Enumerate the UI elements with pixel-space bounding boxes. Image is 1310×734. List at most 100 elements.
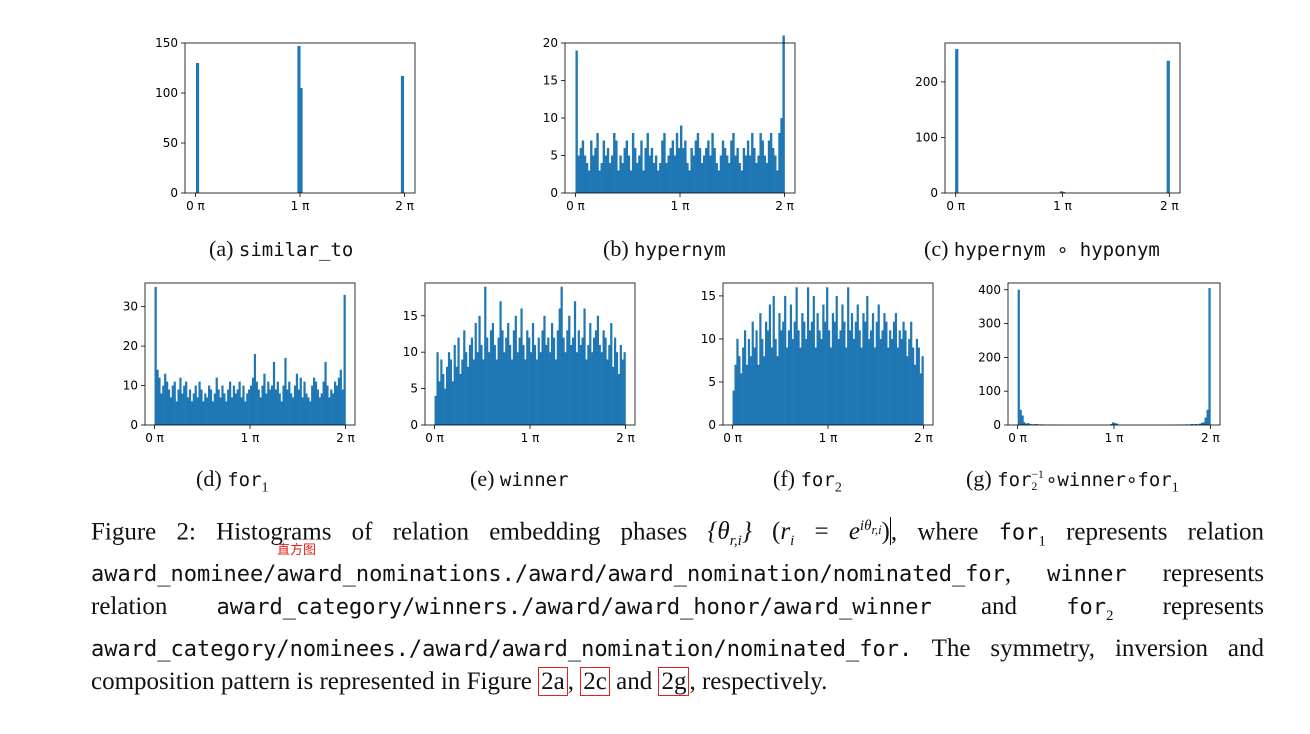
subcaption-d-prefix: (d) — [196, 466, 222, 491]
y-tick-label: 30 — [123, 300, 138, 314]
histogram-bar — [742, 148, 746, 193]
histogram-d: 0 10 20 30 0 π 1 π 2 π — [123, 282, 356, 445]
histogram-bar — [696, 133, 700, 193]
histogram-bar — [173, 381, 176, 425]
histogram-bar — [505, 337, 508, 425]
x-tick-label: 2 π — [1160, 199, 1179, 213]
histogram-bar — [558, 308, 561, 425]
histogram-bar — [486, 337, 489, 425]
histogram-bar — [955, 49, 959, 193]
histogram-bar — [322, 381, 325, 425]
histogram-bar — [652, 163, 656, 193]
figure-ref-2a[interactable]: 2a — [538, 667, 568, 697]
histogram-bar — [531, 323, 535, 425]
histogram-bar — [598, 344, 601, 425]
histogram-bar — [604, 155, 608, 193]
histogram-bar — [634, 148, 637, 193]
histogram-bar — [271, 385, 274, 425]
histogram-panel-g: 0 100 200 300 400 0 π 1 π 2 π — [968, 275, 1233, 450]
histogram-bar — [799, 347, 802, 425]
histogram-bar — [455, 366, 458, 425]
caption-rel1: award_nominee/award_nominations./award/a… — [91, 561, 1005, 587]
histogram-bar — [906, 356, 909, 425]
histogram-bar — [883, 313, 886, 425]
histogram-bar — [465, 352, 468, 425]
histogram-bar — [223, 393, 226, 425]
histogram-bar — [470, 337, 474, 425]
histogram-bar — [572, 337, 575, 425]
subcaption-c-prefix: (c) — [924, 236, 949, 261]
histogram-bar — [675, 133, 679, 193]
x-tick-label: 0 π — [1008, 431, 1027, 445]
histogram-bar — [801, 313, 804, 425]
histogram-bar — [755, 330, 758, 425]
histogram-bar — [611, 155, 614, 193]
histogram-bar — [868, 338, 871, 425]
histogram-bar — [520, 308, 523, 425]
histogram-bar — [912, 347, 915, 425]
histogram-bar — [316, 389, 320, 425]
histogram-bar — [162, 385, 165, 425]
histogram-bar — [303, 381, 306, 425]
histogram-bar — [820, 338, 823, 425]
histogram-bar — [640, 140, 643, 193]
histogram-bar — [761, 140, 764, 193]
caption-rel2: award_category/winners./award/award_hono… — [216, 595, 932, 621]
histogram-bar — [843, 321, 846, 425]
histogram-bar — [583, 308, 586, 425]
histogram-bar — [169, 397, 173, 425]
histogram-bar — [659, 163, 662, 193]
figure-label: Figure 2: — [91, 518, 196, 546]
histogram-bar — [608, 344, 611, 425]
histogram-bar — [309, 401, 312, 425]
histogram-bar — [524, 359, 527, 425]
x-tick-label: 0 π — [425, 431, 444, 445]
histogram-bar — [158, 377, 161, 425]
histogram-bar — [472, 359, 475, 425]
histogram-bar — [665, 163, 668, 193]
y-tick-label: 400 — [978, 283, 1001, 297]
histogram-bar — [573, 301, 577, 425]
figure-ref-2c[interactable]: 2c — [580, 667, 610, 697]
caption-intro: Histograms of relation embedding phases — [216, 518, 688, 546]
histogram-bar — [509, 344, 512, 425]
y-tick-label: 5 — [708, 375, 716, 389]
histogram-bar — [175, 401, 178, 425]
histogram-bar — [1194, 423, 1198, 425]
histogram-bar — [522, 344, 525, 425]
histogram-bar — [221, 385, 224, 425]
histogram-bar — [474, 323, 477, 425]
histogram-bar — [202, 401, 205, 425]
histogram-bar — [631, 133, 635, 193]
histogram-bar — [619, 344, 622, 425]
histogram-bar — [444, 388, 447, 425]
histogram-bar — [797, 330, 800, 425]
histogram-panel-c: 0 100 200 0 π 1 π 2 π — [900, 35, 1200, 215]
histogram-bar — [343, 294, 346, 425]
annotation-note[interactable]: 直方图 — [277, 543, 317, 558]
histogram-bar — [482, 359, 485, 425]
histogram-bar — [320, 393, 323, 425]
histogram-bar — [745, 364, 749, 425]
caption-for1-sub: 1 — [1038, 533, 1046, 550]
histogram-bar — [742, 347, 745, 425]
subcaption-f-prefix: (f) — [773, 466, 795, 491]
subcaption-g: (g) for −1 2 ∘winner∘for1 — [966, 466, 1179, 496]
y-tick-label: 50 — [163, 136, 178, 150]
histogram-bar — [596, 315, 600, 425]
histogram-bar — [337, 377, 341, 425]
histogram-bar — [734, 364, 737, 425]
histogram-bar — [831, 313, 835, 425]
histogram-bar — [885, 321, 888, 425]
histogram-bar — [812, 295, 815, 425]
histogram-panel-b: 0 5 10 15 20 0 π 1 π 2 π — [525, 35, 815, 215]
histogram-bar — [577, 330, 580, 425]
histogram-bar — [335, 385, 339, 425]
histogram-bar — [881, 330, 884, 425]
figure-ref-2g[interactable]: 2g — [658, 667, 690, 697]
histogram-bar — [324, 361, 327, 425]
y-tick-label: 150 — [155, 36, 178, 50]
histogram-bar — [489, 330, 493, 425]
histogram-bar — [606, 148, 610, 193]
subcaption-g-prefix: (g) — [966, 466, 992, 491]
